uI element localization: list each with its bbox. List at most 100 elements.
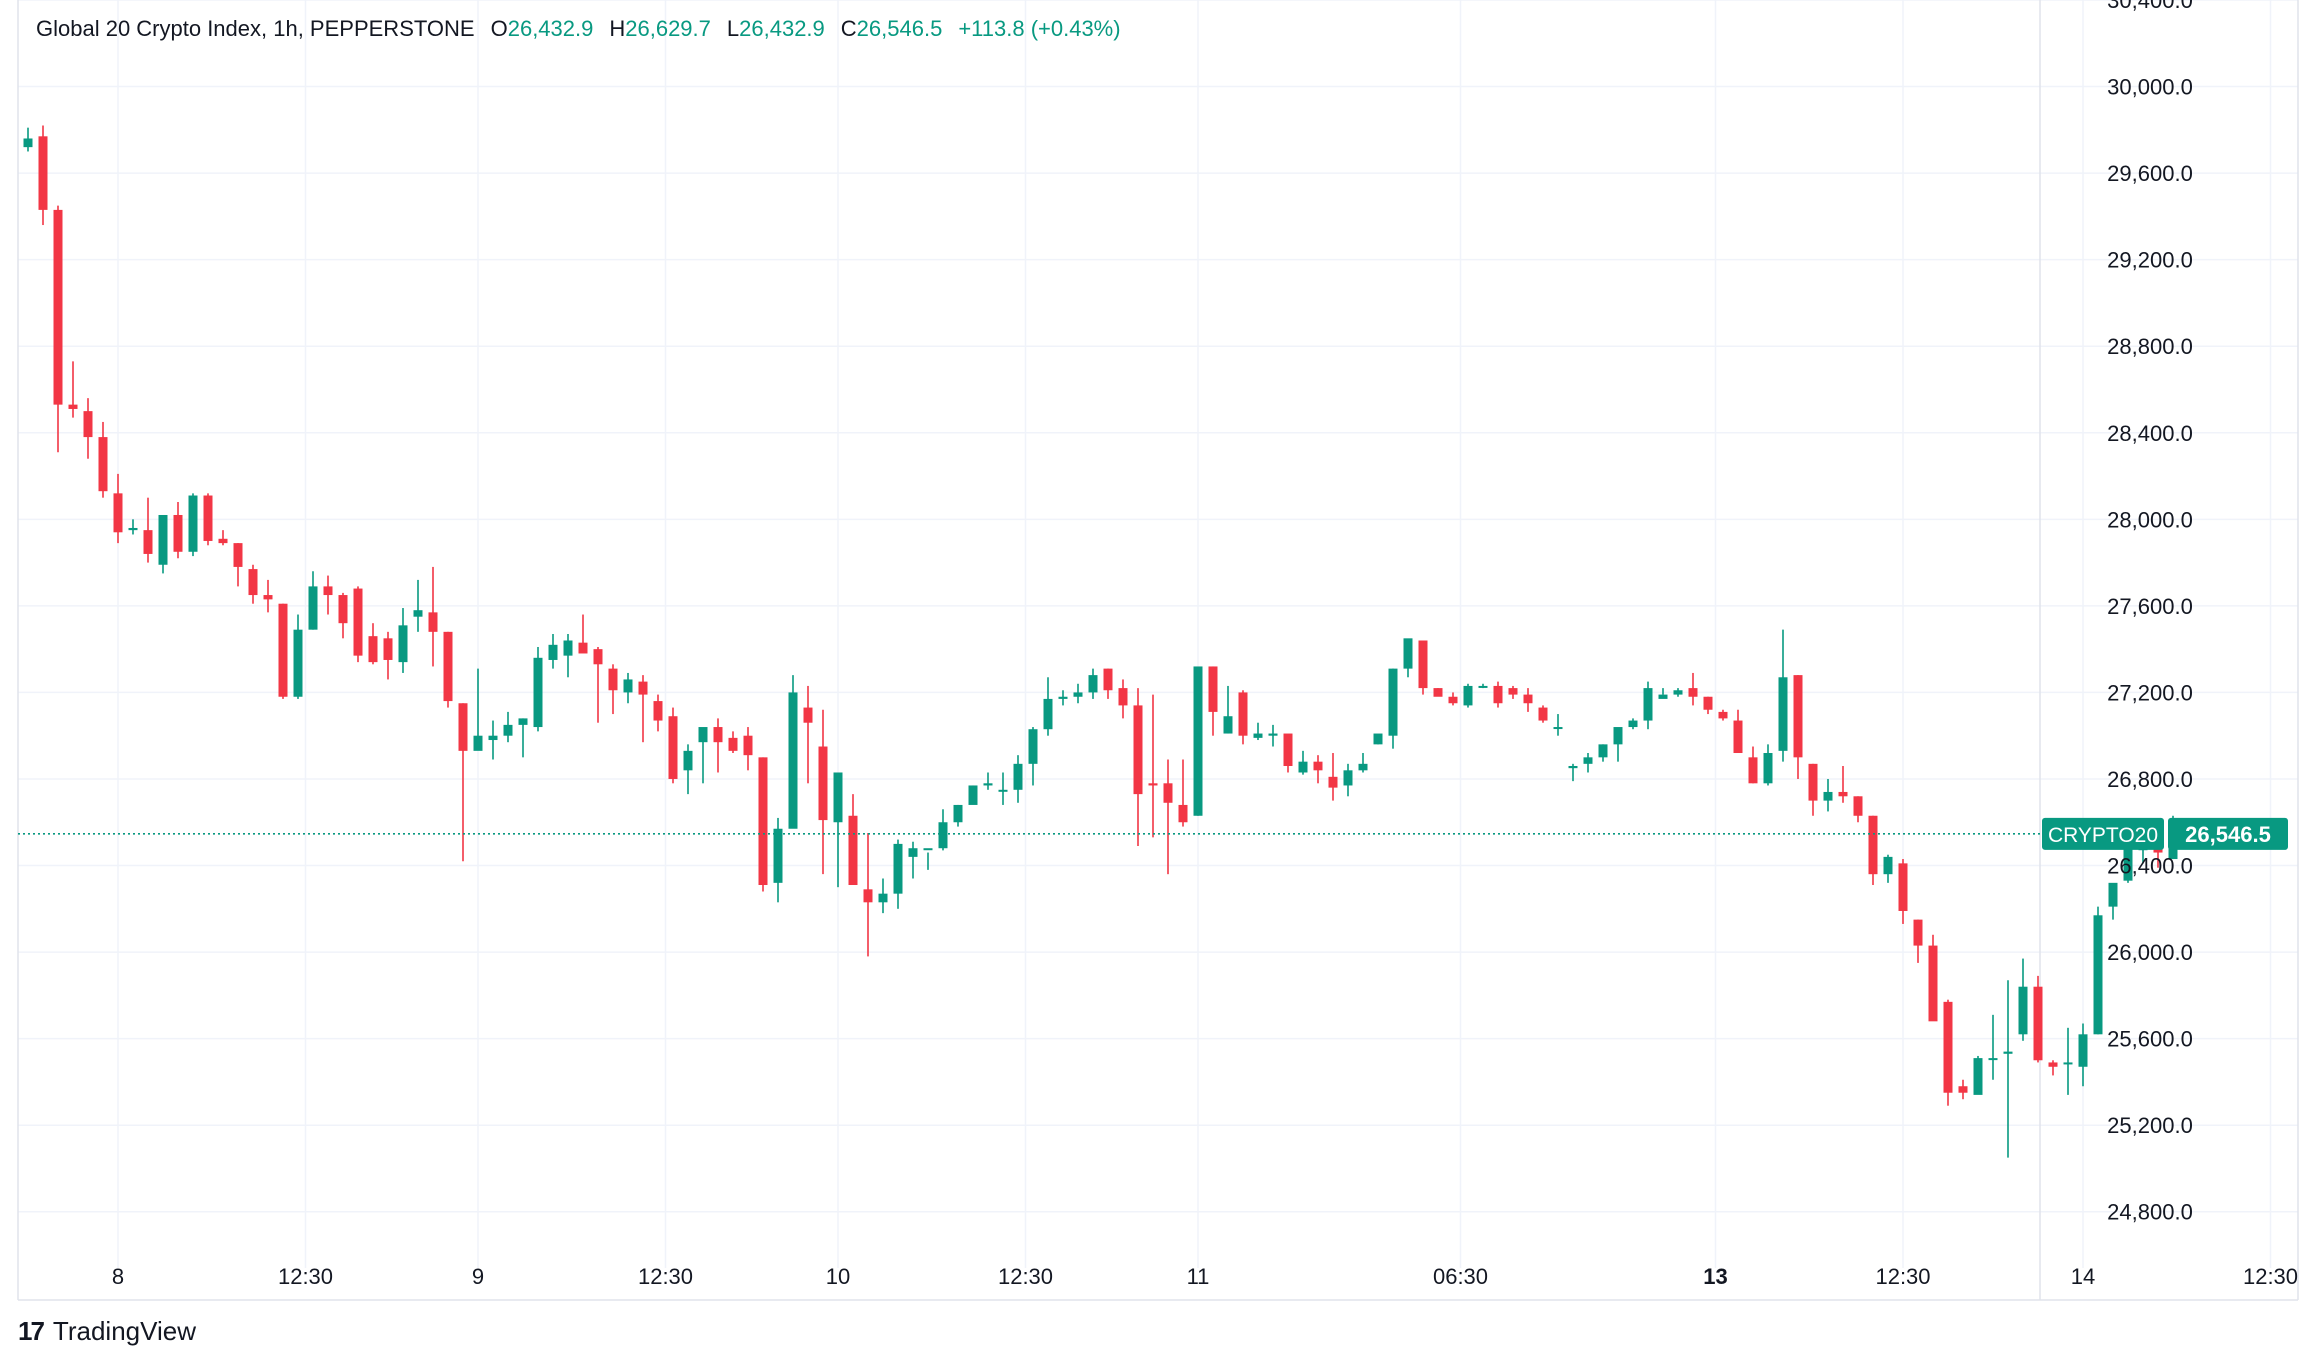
price-tick-label: 25,200.0: [2107, 1113, 2193, 1138]
candle: [533, 646, 543, 732]
candle-body: [1988, 1058, 1998, 1061]
candle: [323, 575, 333, 615]
candle-body: [188, 495, 198, 552]
candle-body: [1268, 733, 1278, 736]
candle-body: [983, 783, 993, 786]
candle: [1403, 638, 1413, 678]
candle-body: [773, 828, 783, 883]
candle-body: [833, 772, 843, 823]
candle: [593, 646, 603, 723]
candle-body: [1958, 1086, 1968, 1093]
price-axis: 24,800.0 25,200.0 25,600.0 26,000.0 26,400.0…: [2107, 0, 2193, 1225]
candle: [1223, 685, 1233, 734]
candle-body: [803, 707, 813, 723]
price-tag-value-bg: [2168, 817, 2288, 850]
candle: [1673, 688, 1683, 697]
time-axis: 8 12:30 9 12:30 10 12:30 11 06:30 13 12:30 14 12:30: [112, 1264, 2298, 1289]
candle: [1268, 724, 1278, 747]
candle-body: [2123, 848, 2133, 881]
candle-body: [1838, 791, 1848, 797]
candle-body: [1928, 945, 1938, 1022]
price-tick-label: 29,600.0: [2107, 161, 2193, 186]
candle-body: [368, 636, 378, 663]
candle-body: [578, 642, 588, 654]
candle: [443, 631, 453, 708]
candle: [1508, 685, 1518, 699]
tradingview-logo-icon[interactable]: 17: [18, 1316, 45, 1346]
candle-body: [923, 848, 933, 851]
candle-body: [68, 404, 78, 409]
candle: [1718, 709, 1728, 721]
time-tick-label: 8: [112, 1264, 124, 1289]
candle: [1133, 688, 1143, 847]
candle: [1988, 1014, 1998, 1080]
price-tick-label: 26,800.0: [2107, 767, 2193, 792]
candle-body: [1208, 666, 1218, 712]
candle-body: [293, 629, 303, 697]
candle: [473, 668, 483, 751]
candle: [1163, 759, 1173, 875]
time-tick-label: 14: [2071, 1264, 2095, 1289]
candle: [203, 493, 213, 546]
candle-body: [248, 569, 258, 596]
candle: [623, 672, 633, 704]
candle: [1463, 683, 1473, 708]
candle: [1538, 705, 1548, 723]
candle-body: [1763, 753, 1773, 784]
candle-body: [53, 209, 63, 405]
candle: [158, 514, 168, 574]
candle-body: [218, 538, 228, 544]
candle-body: [413, 610, 423, 617]
candle-body: [1778, 677, 1788, 751]
candle: [1733, 709, 1743, 754]
candle: [1238, 690, 1248, 745]
candle-body: [863, 889, 873, 903]
candle-body: [1043, 698, 1053, 730]
candle: [68, 361, 78, 418]
candle: [788, 675, 798, 829]
candle-body: [1568, 765, 1578, 769]
candle-body: [1508, 688, 1518, 695]
price-tick-label: 28,000.0: [2107, 507, 2193, 532]
price-tick-label: 24,800.0: [2107, 1200, 2193, 1225]
candle: [1028, 727, 1038, 786]
candle: [863, 833, 873, 957]
candle: [1853, 796, 1863, 823]
candle-body: [1913, 919, 1923, 946]
candle: [248, 564, 258, 604]
candle: [1688, 672, 1698, 706]
candle-body: [158, 514, 168, 565]
candle: [1388, 668, 1398, 749]
candle-body: [533, 657, 543, 728]
candle: [983, 772, 993, 790]
candle-body: [353, 588, 363, 656]
candle: [683, 744, 693, 795]
candle: [653, 694, 663, 732]
candle: [1808, 763, 1818, 816]
candle-body: [698, 727, 708, 743]
candle: [1148, 694, 1158, 838]
candle: [1823, 778, 1833, 812]
candle: [1343, 763, 1353, 797]
candle: [1103, 668, 1113, 699]
candle-body: [173, 514, 183, 552]
candle: [1313, 755, 1323, 784]
candle: [1763, 744, 1773, 786]
candle: [833, 772, 843, 888]
candle-body: [1088, 675, 1098, 693]
candle: [713, 718, 723, 773]
brand-name[interactable]: TradingView: [52, 1316, 196, 1346]
candle-body: [488, 735, 498, 741]
candle-body: [1418, 640, 1428, 689]
price-tick-label: 27,600.0: [2107, 594, 2193, 619]
candle-body: [1613, 727, 1623, 745]
candle: [2123, 848, 2133, 883]
candle: [998, 772, 1008, 805]
candle-body: [38, 136, 48, 210]
candle-body: [2003, 1051, 2013, 1054]
chart-grid: [18, 0, 2298, 1268]
candle: [1793, 675, 1803, 779]
candle: [638, 675, 648, 743]
candle-body: [1388, 668, 1398, 736]
